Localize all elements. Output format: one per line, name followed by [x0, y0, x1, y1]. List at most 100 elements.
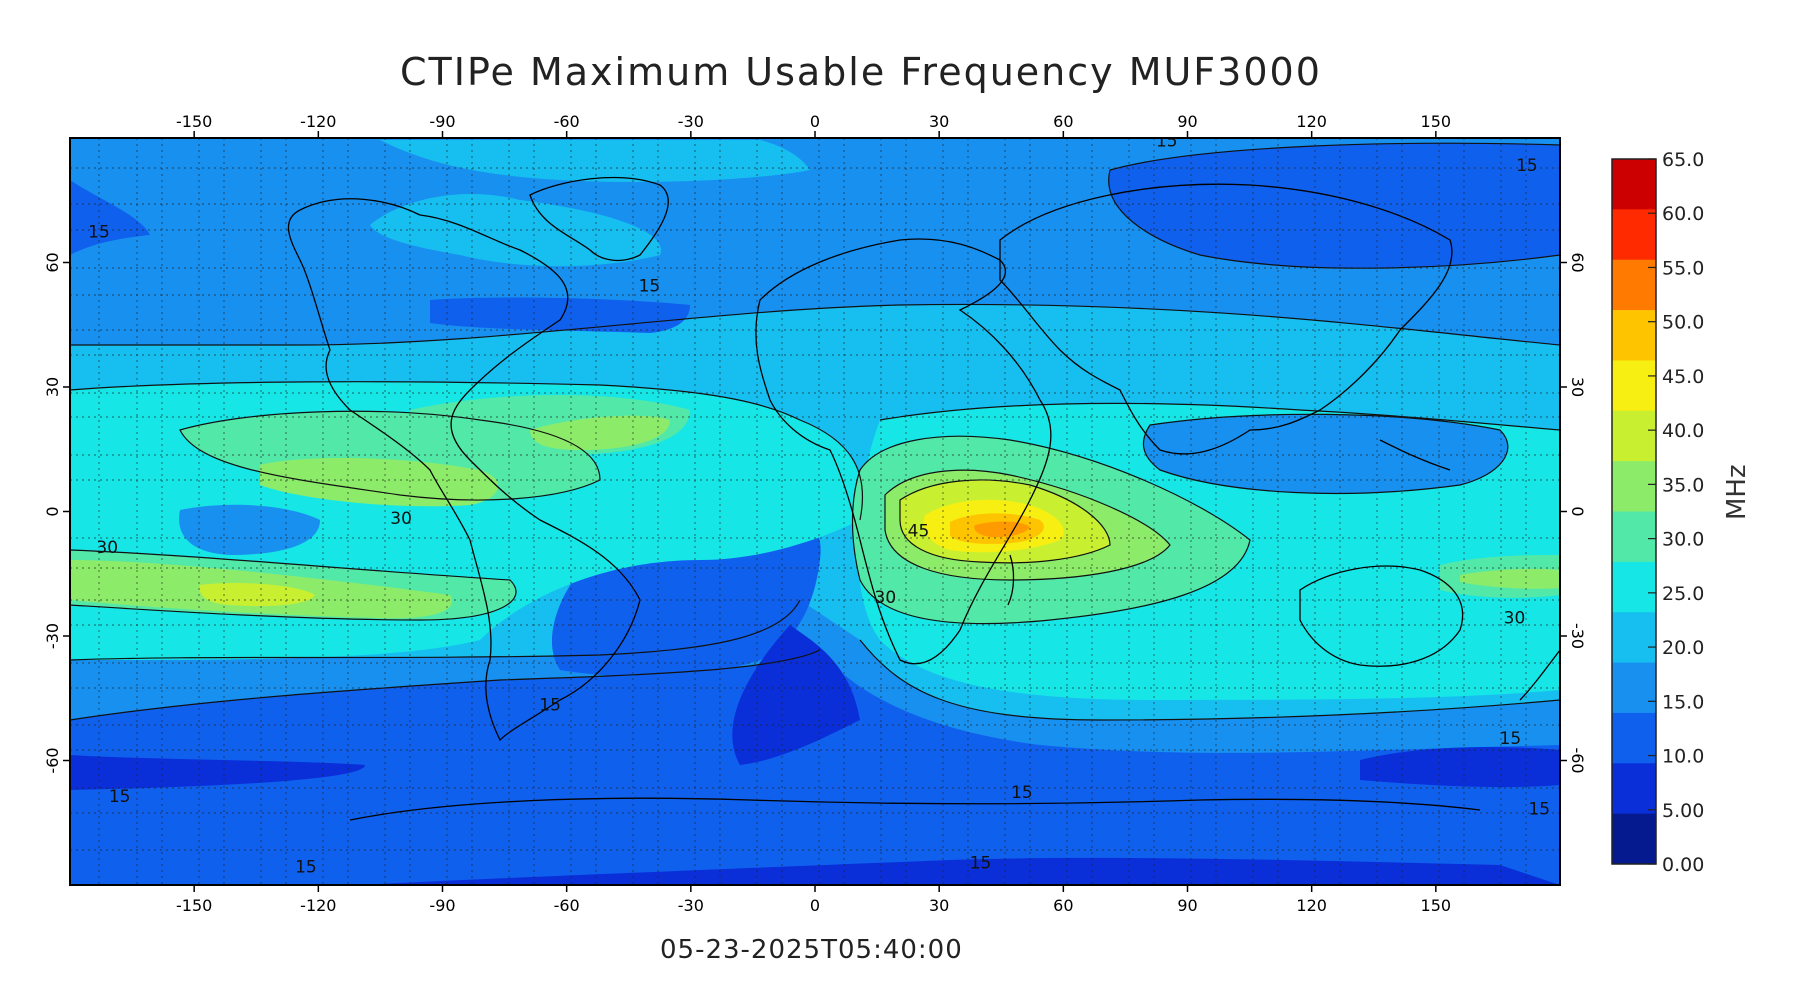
lon-tick-label-bottom: -150 [176, 896, 212, 915]
contour-band [260, 458, 499, 507]
contour-label: 15 [295, 858, 317, 878]
colorbar-tick-label: 60.0 [1662, 203, 1704, 225]
contour-label: 15 [1011, 783, 1033, 803]
contour-band [1143, 414, 1508, 494]
colorbar-tick-label: 65.0 [1662, 149, 1704, 171]
contour-label: 15 [1156, 131, 1178, 151]
contour-label: 30 [1504, 609, 1526, 629]
colorbar-segment [1612, 712, 1656, 764]
colorbar-tick-label: 15.0 [1662, 691, 1704, 713]
contour-band [530, 415, 670, 450]
lon-tick-label-top: -120 [300, 112, 336, 131]
lon-tick-label-top: -30 [678, 112, 704, 131]
colorbar-tick-label: 10.0 [1662, 746, 1704, 768]
lat-tick-label-right: 60 [1568, 252, 1587, 272]
graticule [70, 138, 1560, 885]
colorbar-segment [1612, 612, 1656, 664]
lat-tick-label-right: 0 [1568, 506, 1587, 516]
coastlines [287, 176, 1560, 821]
colorbar-tick-label: 40.0 [1662, 420, 1704, 442]
lon-tick-label-bottom: 30 [929, 896, 949, 915]
colorbar-segment [1612, 662, 1656, 714]
lat-tick-label-right: 30 [1568, 377, 1587, 397]
colorbar-tick-label: 25.0 [1662, 583, 1704, 605]
colorbar-segment [1612, 259, 1656, 311]
colorbar-segment [1612, 813, 1656, 865]
colorbar-segment [1612, 310, 1656, 361]
contour-band [1460, 568, 1560, 589]
colorbar-segment [1612, 511, 1656, 563]
lon-tick-label-top: 150 [1421, 112, 1452, 131]
lon-tick-label-top: -90 [429, 112, 455, 131]
colorbar-segment [1612, 410, 1656, 462]
colorbar-tick-label: 20.0 [1662, 637, 1704, 659]
colorbar-tick-label: 55.0 [1662, 257, 1704, 279]
contour-label: 15 [1528, 799, 1550, 819]
contour-label: 15 [970, 853, 992, 873]
lat-tick-label-right: -60 [1568, 747, 1587, 773]
lat-tick-label-left: 60 [43, 252, 62, 272]
contour-label: 30 [875, 588, 897, 608]
contour-band [70, 829, 370, 875]
contour-label: 15 [1516, 156, 1538, 176]
colorbar-tick-label: 30.0 [1662, 529, 1704, 551]
lat-tick-label-left: 30 [43, 377, 62, 397]
contour-band [70, 650, 1560, 885]
colorbar-segment [1612, 209, 1656, 261]
lon-tick-label-bottom: -60 [554, 896, 580, 915]
colorbar-segment [1612, 159, 1656, 210]
colorbar-tick-label: 0.00 [1662, 854, 1704, 876]
contour-label: 30 [390, 509, 412, 529]
timestamp: 05-23-2025T05:40:00 [660, 935, 963, 965]
colorbar-segment [1612, 763, 1656, 815]
contour-band [360, 857, 1560, 885]
lon-tick-label-bottom: -120 [300, 896, 336, 915]
colorbar-segment [1612, 561, 1656, 613]
colorbar-segment [1612, 461, 1656, 512]
lon-tick-label-top: 60 [1053, 112, 1073, 131]
colorbar-tick-label: 45.0 [1662, 366, 1704, 388]
lon-tick-label-top: 120 [1296, 112, 1327, 131]
lon-tick-label-bottom: -30 [678, 896, 704, 915]
lon-tick-label-top: 0 [810, 112, 820, 131]
colorbar-frame [1611, 158, 1657, 865]
contour-band [70, 180, 150, 255]
lon-tick-label-bottom: 90 [1177, 896, 1197, 915]
contour-band [70, 755, 365, 790]
lon-tick-label-top: 90 [1177, 112, 1197, 131]
lat-tick-label-left: 0 [43, 506, 62, 516]
lat-tick-label-left: -60 [43, 747, 62, 773]
contour-band [732, 625, 860, 765]
contour-labels: 15 15 15 15 30 30 45 30 30 15 15 15 15 15 15 15 [88, 131, 1550, 878]
lon-tick-label-bottom: 60 [1053, 896, 1073, 915]
contour-label: 30 [96, 538, 118, 558]
map-title: CTIPe Maximum Usable Frequency MUF3000 [400, 50, 1322, 94]
colorbar-tick-label: 5.00 [1662, 800, 1704, 822]
axis-ticks: -150 -150 -120 -120 -90 -90 -60 -60 -30 -30 0 0 30 30… [43, 112, 1587, 915]
lon-tick-label-top: -150 [176, 112, 212, 131]
contour-band [380, 140, 810, 182]
colorbar: 65.0 60.0 55.0 50.0 45.0 40.0 35.0 30.0 25.0 20.0… [1611, 149, 1704, 876]
colorbar-segment [1612, 360, 1656, 412]
lon-tick-label-bottom: 150 [1421, 896, 1452, 915]
contour-label: 15 [639, 277, 661, 297]
contour-label: 15 [88, 223, 110, 243]
lon-tick-label-top: -60 [554, 112, 580, 131]
contour-label: 15 [109, 787, 131, 807]
contour-label: 15 [539, 696, 561, 716]
lon-tick-label-bottom: 0 [810, 896, 820, 915]
colorbar-tick-label: 50.0 [1662, 312, 1704, 334]
colorbar-tick-label: 35.0 [1662, 474, 1704, 496]
contour-label: 45 [908, 521, 930, 541]
contour-band [179, 504, 320, 555]
colorbar-unit-label: MHz [1722, 464, 1752, 520]
lat-tick-label-right: -30 [1568, 623, 1587, 649]
lon-tick-label-top: 30 [929, 112, 949, 131]
contour-band [1108, 143, 1560, 269]
contour-label: 15 [1500, 729, 1522, 749]
contour-band [1360, 747, 1560, 788]
lon-tick-label-bottom: -90 [429, 896, 455, 915]
lat-tick-label-left: -30 [43, 623, 62, 649]
lon-tick-label-bottom: 120 [1296, 896, 1327, 915]
